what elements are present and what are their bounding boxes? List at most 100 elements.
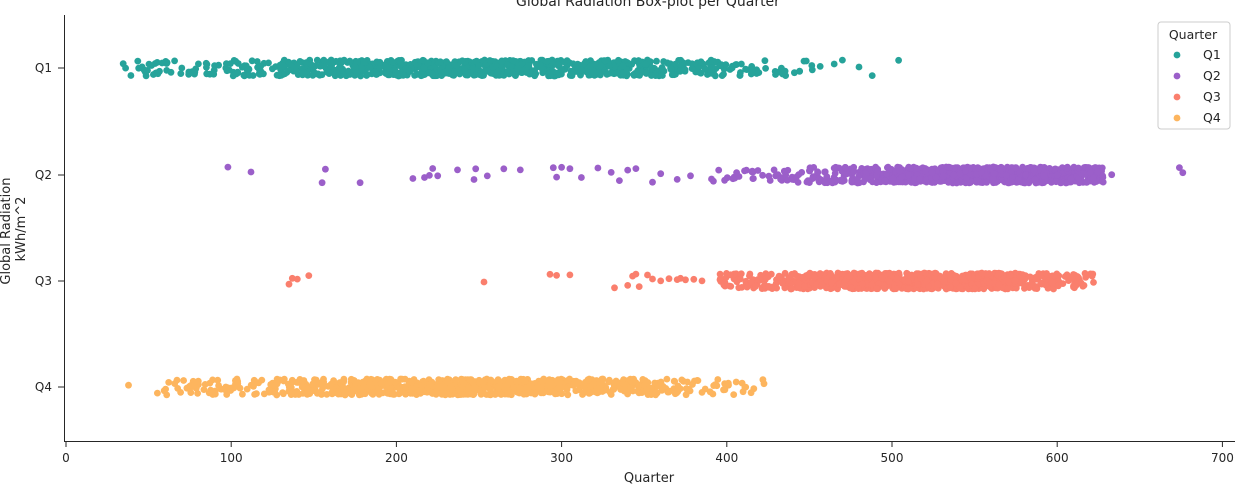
data-point xyxy=(738,379,746,387)
data-point xyxy=(1176,164,1183,172)
data-point xyxy=(177,70,185,77)
data-point xyxy=(923,277,931,285)
data-point xyxy=(630,375,637,383)
data-point xyxy=(1086,169,1094,177)
data-point xyxy=(553,272,560,279)
data-point xyxy=(532,70,540,78)
data-point xyxy=(607,391,615,398)
data-point xyxy=(428,70,436,78)
data-point xyxy=(818,281,826,289)
data-point xyxy=(788,285,796,293)
data-point xyxy=(615,56,622,64)
data-point xyxy=(864,273,872,281)
data-point xyxy=(472,71,479,79)
data-point xyxy=(457,391,465,398)
data-point xyxy=(848,177,856,185)
data-point xyxy=(1054,282,1062,290)
data-point xyxy=(777,175,784,183)
data-point xyxy=(872,274,879,282)
data-point xyxy=(884,164,891,172)
data-point xyxy=(557,65,565,73)
data-point xyxy=(960,276,968,283)
data-point xyxy=(163,59,171,66)
data-point xyxy=(480,278,488,286)
data-point xyxy=(525,62,532,70)
data-point xyxy=(454,166,461,174)
data-point xyxy=(494,383,502,391)
data-point xyxy=(318,71,326,79)
data-point xyxy=(697,69,705,77)
x-tick-label: 700 xyxy=(1211,451,1234,465)
data-point xyxy=(1070,283,1077,291)
data-point xyxy=(903,269,911,277)
data-point xyxy=(946,283,954,291)
series-q3 xyxy=(285,269,1097,293)
data-point xyxy=(956,283,964,291)
data-point xyxy=(674,388,682,395)
data-point xyxy=(635,381,643,389)
data-point xyxy=(549,67,557,75)
data-point xyxy=(293,67,300,75)
data-point xyxy=(1014,176,1022,184)
data-point xyxy=(816,270,824,277)
data-point xyxy=(453,62,460,69)
data-point xyxy=(248,57,256,65)
data-point xyxy=(659,72,666,79)
data-point xyxy=(547,379,555,386)
data-point xyxy=(246,71,253,79)
data-point xyxy=(591,388,599,396)
data-point xyxy=(444,378,451,386)
data-point xyxy=(1004,285,1012,293)
data-point xyxy=(644,271,651,279)
data-point xyxy=(320,56,328,64)
data-point xyxy=(855,63,863,71)
data-point xyxy=(978,269,986,277)
data-point xyxy=(878,274,886,282)
data-point xyxy=(456,70,464,78)
data-point xyxy=(318,179,326,187)
data-point xyxy=(187,389,195,396)
data-point xyxy=(854,176,861,184)
data-point xyxy=(940,278,948,286)
data-point xyxy=(472,165,480,173)
data-point xyxy=(426,172,433,179)
data-point xyxy=(327,380,335,388)
data-point xyxy=(167,68,175,76)
data-point xyxy=(210,70,218,78)
data-point xyxy=(522,384,530,391)
data-point xyxy=(623,388,631,396)
data-point xyxy=(772,71,779,78)
data-point xyxy=(611,284,618,292)
data-point xyxy=(591,61,599,68)
data-point xyxy=(830,164,838,172)
legend-marker xyxy=(1173,72,1181,80)
data-point xyxy=(841,282,849,290)
data-point xyxy=(721,176,728,184)
data-point xyxy=(408,385,416,392)
data-point xyxy=(195,60,202,68)
data-point xyxy=(232,57,240,65)
data-point xyxy=(1098,178,1106,185)
data-point xyxy=(812,281,820,288)
data-point xyxy=(1075,164,1082,172)
data-point xyxy=(397,58,404,66)
data-point xyxy=(781,269,789,277)
data-point xyxy=(483,172,491,180)
data-point xyxy=(353,58,361,66)
data-point xyxy=(566,165,574,173)
data-point xyxy=(293,389,301,396)
data-point xyxy=(816,63,824,70)
data-point xyxy=(473,57,480,65)
data-point xyxy=(739,388,747,396)
data-point xyxy=(154,70,162,78)
data-point xyxy=(746,270,754,278)
data-point xyxy=(558,390,566,398)
data-point xyxy=(833,176,840,184)
data-point xyxy=(759,376,767,384)
data-point xyxy=(810,273,818,281)
data-point xyxy=(821,179,829,187)
data-point xyxy=(429,390,436,397)
data-point xyxy=(420,64,428,72)
data-point xyxy=(260,390,268,398)
